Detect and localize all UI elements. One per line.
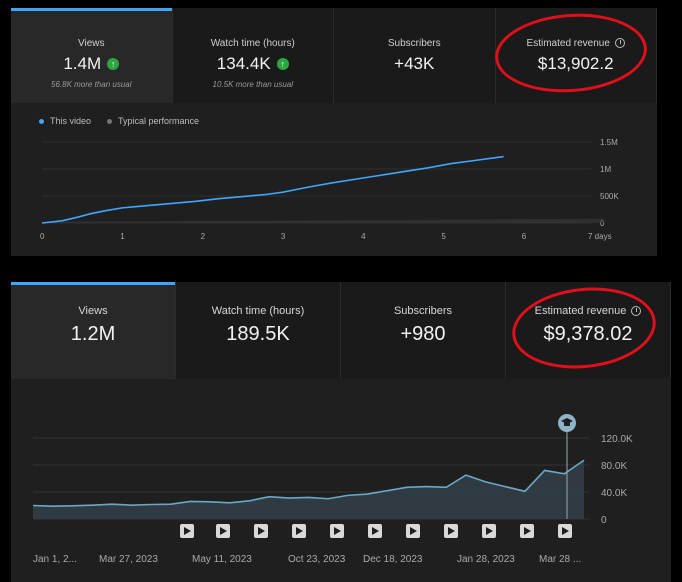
tab-label: Estimated revenue: [534, 305, 627, 317]
clock-icon[interactable]: [631, 306, 642, 317]
active-tab-indicator: [11, 8, 172, 11]
x-tick-label: 0: [40, 232, 45, 241]
x-tick-label: Mar 28 ...: [539, 554, 581, 565]
analytics-panel-bottom: Views 1.2M Watch time (hours) 189.5K Sub…: [11, 282, 671, 582]
tab-value-row: $13,902.2: [496, 54, 657, 74]
play-icon[interactable]: [254, 524, 268, 538]
tab-views[interactable]: Views 1.4M ↑ 56.8K more than usual: [11, 8, 173, 103]
tab-value: 1.4M: [63, 54, 102, 73]
x-tick-label: Oct 23, 2023: [288, 554, 346, 565]
y-tick-label: 80.0K: [601, 461, 627, 472]
series-line: [32, 459, 585, 507]
tab-estimated-revenue[interactable]: Estimated revenue $9,378.02: [506, 282, 671, 379]
tab-label: Subscribers: [387, 38, 441, 49]
y-tick-label: 500K: [600, 192, 619, 201]
views-line-chart[interactable]: 0 500K 1M 1.5M 0 1 2 3 4 5 6 7 days: [11, 8, 657, 256]
tab-label: Watch time (hours): [211, 305, 305, 317]
play-icon[interactable]: [558, 524, 572, 538]
play-icon[interactable]: [520, 524, 534, 538]
tab-estimated-revenue[interactable]: Estimated revenue $13,902.2: [495, 8, 657, 103]
legend-item[interactable]: Typical performance: [107, 116, 199, 126]
tab-subtext: 10.5K more than usual: [212, 80, 294, 89]
clock-icon[interactable]: [614, 38, 625, 49]
tab-label-row: Estimated revenue: [496, 38, 657, 49]
legend-label: Typical performance: [118, 116, 200, 126]
x-tick-label: Jan 28, 2023: [457, 554, 515, 565]
legend-item[interactable]: This video: [39, 116, 91, 126]
x-tick-label: Dec 18, 2023: [363, 554, 423, 565]
tab-views[interactable]: Views 1.2M: [11, 282, 176, 379]
tab-value: 189.5K: [226, 323, 290, 345]
active-tab-indicator: [11, 282, 175, 285]
chart-legend: This video Typical performance: [39, 116, 199, 126]
x-tick-label: 7 days: [588, 232, 612, 241]
tab-value: +43K: [394, 54, 435, 73]
tab-value-row: 134.4K ↑: [173, 54, 334, 74]
x-tick-label: 6: [522, 232, 527, 241]
series-line-this-video: [41, 155, 504, 224]
legend-dot: [107, 118, 113, 124]
play-icon[interactable]: [292, 524, 306, 538]
x-tick-label: 3: [281, 232, 286, 241]
tab-label: Subscribers: [393, 305, 453, 317]
play-icon[interactable]: [216, 524, 230, 538]
play-icon[interactable]: [180, 524, 194, 538]
views-area-chart[interactable]: 0 40.0K 80.0K 120.0K Jan 1, 2... Mar 27, 2023…: [11, 282, 671, 582]
graduation-cap-icon[interactable]: [558, 414, 576, 432]
tab-subtext: 56.8K more than usual: [51, 80, 132, 89]
y-tick-label: 1.5M: [600, 138, 618, 147]
x-tick-label: 2: [201, 232, 206, 241]
tab-label: Estimated revenue: [526, 38, 610, 49]
x-tick-label: Jan 1, 2...: [33, 554, 77, 565]
legend-label: This video: [50, 116, 92, 126]
play-icon[interactable]: [444, 524, 458, 538]
y-tick-label: 40.0K: [601, 488, 627, 499]
y-tick-label: 1M: [600, 165, 611, 174]
tab-value: 1.2M: [70, 323, 116, 345]
tab-label-row: Estimated revenue: [506, 305, 670, 317]
trending-up-icon: ↑: [276, 58, 289, 70]
tab-subscribers[interactable]: Subscribers +43K: [334, 8, 496, 103]
tab-value-row: 1.4M ↑: [11, 54, 172, 74]
play-icon[interactable]: [368, 524, 382, 538]
legend-dot: [39, 118, 44, 124]
trending-up-icon: ↑: [107, 58, 120, 70]
tab-watch-time[interactable]: Watch time (hours) 134.4K ↑ 10.5K more t…: [172, 8, 334, 103]
x-tick-label: 4: [361, 232, 366, 241]
y-tick-label: 0: [600, 219, 605, 228]
tab-value-row: +43K: [334, 54, 495, 74]
play-icon[interactable]: [482, 524, 496, 538]
tab-value: +980: [400, 323, 446, 345]
tab-value: 134.4K: [216, 54, 271, 73]
x-tick-label: 1: [120, 232, 125, 241]
tab-label: Watch time (hours): [210, 38, 295, 49]
metric-tabs-bottom: Views 1.2M Watch time (hours) 189.5K Sub…: [11, 282, 671, 379]
tab-subscribers[interactable]: Subscribers +980: [341, 282, 506, 379]
x-tick-label: Mar 27, 2023: [99, 554, 158, 565]
play-icon[interactable]: [330, 524, 344, 538]
tab-value: $13,902.2: [537, 54, 614, 73]
y-tick-label: 120.0K: [601, 434, 633, 445]
y-tick-label: 0: [601, 515, 607, 526]
x-tick-label: May 11, 2023: [192, 554, 252, 565]
metric-tabs-top: Views 1.4M ↑ 56.8K more than usual Watch…: [11, 8, 657, 103]
tab-label: Views: [78, 38, 105, 49]
tab-watch-time[interactable]: Watch time (hours) 189.5K: [176, 282, 341, 379]
series-area: [33, 460, 584, 519]
tab-value: $9,378.02: [543, 323, 633, 345]
play-icon[interactable]: [406, 524, 420, 538]
analytics-panel-top: Views 1.4M ↑ 56.8K more than usual Watch…: [11, 8, 657, 256]
x-tick-label: 5: [441, 232, 446, 241]
typical-performance-band: [42, 218, 604, 223]
tab-label: Views: [78, 305, 108, 317]
